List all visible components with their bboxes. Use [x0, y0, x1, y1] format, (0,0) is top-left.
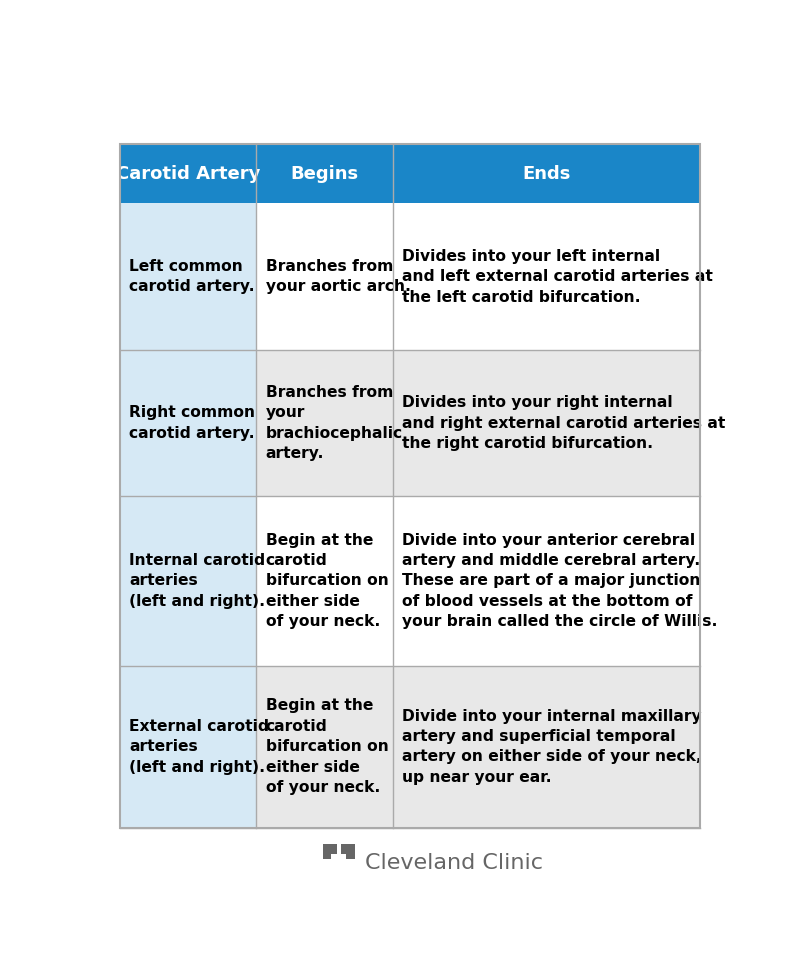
Text: Branches from
your aortic arch.: Branches from your aortic arch. — [266, 259, 410, 294]
Bar — [256, 666, 393, 828]
Bar — [256, 350, 393, 496]
Text: Begin at the
carotid
bifurcation on
either side
of your neck.: Begin at the carotid bifurcation on eith… — [266, 699, 388, 795]
Text: Branches from
your
brachiocephalic
artery.: Branches from your brachiocephalic arter… — [266, 385, 402, 461]
Text: Divides into your left internal
and left external carotid arteries at
the left c: Divides into your left internal and left… — [402, 249, 713, 305]
Bar — [323, 866, 337, 882]
Text: Divide into your internal maxillary
artery and superficial temporal
artery on ei: Divide into your internal maxillary arte… — [402, 708, 702, 785]
Text: Left common
carotid artery.: Left common carotid artery. — [129, 259, 254, 294]
Bar — [256, 496, 393, 666]
Bar — [120, 350, 256, 496]
Bar — [323, 844, 337, 861]
Bar — [341, 866, 346, 872]
Bar — [393, 350, 700, 496]
Bar — [341, 866, 354, 882]
Bar — [120, 204, 256, 350]
Bar — [393, 496, 700, 666]
Bar — [341, 844, 354, 861]
Text: External carotid
arteries
(left and right).: External carotid arteries (left and righ… — [129, 719, 269, 775]
Text: Cleveland Clinic: Cleveland Clinic — [365, 853, 542, 873]
Text: Ends: Ends — [522, 165, 570, 182]
Bar — [393, 144, 700, 204]
Bar — [120, 666, 256, 828]
Bar — [331, 866, 337, 872]
Text: Divides into your right internal
and right external carotid arteries at
the righ: Divides into your right internal and rig… — [402, 395, 726, 451]
Text: Internal carotid
arteries
(left and right).: Internal carotid arteries (left and righ… — [129, 553, 266, 609]
Text: Begin at the
carotid
bifurcation on
either side
of your neck.: Begin at the carotid bifurcation on eith… — [266, 533, 388, 629]
Bar — [120, 144, 256, 204]
Bar — [256, 204, 393, 350]
Bar — [341, 854, 346, 861]
Bar — [120, 496, 256, 666]
Text: Carotid Artery: Carotid Artery — [116, 165, 260, 182]
Text: Right common
carotid artery.: Right common carotid artery. — [129, 405, 255, 441]
Bar — [331, 854, 337, 861]
Bar — [393, 204, 700, 350]
Text: Begins: Begins — [290, 165, 358, 182]
Bar — [256, 144, 393, 204]
Bar — [393, 666, 700, 828]
Text: Divide into your anterior cerebral
artery and middle cerebral artery.
These are : Divide into your anterior cerebral arter… — [402, 533, 718, 629]
